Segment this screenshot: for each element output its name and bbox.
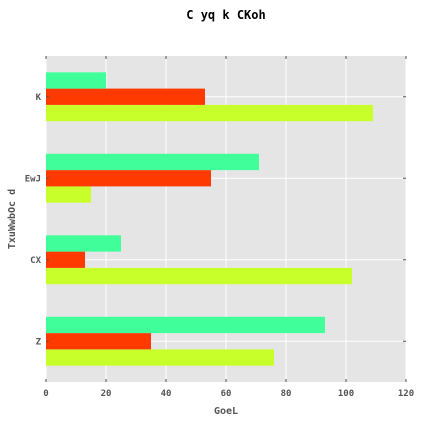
x-tick-label: 120 [398, 389, 414, 399]
bar [46, 251, 85, 268]
bar [46, 235, 121, 252]
bars [46, 72, 373, 366]
y-tick-label: CX [30, 256, 41, 266]
chart-title: C yq k CKoh [186, 8, 265, 22]
x-tick-label: 100 [338, 389, 354, 399]
x-axis-label: GoeL [214, 406, 238, 417]
y-axis-label: TxuWwbOc d [7, 189, 18, 249]
x-tick-label: 60 [221, 389, 232, 399]
bar [46, 88, 205, 105]
bar [46, 349, 274, 366]
bar [46, 186, 91, 203]
bar [46, 153, 259, 171]
bar [46, 72, 106, 89]
y-tick-label: Z [36, 337, 42, 347]
y-tick-label: K [36, 93, 42, 103]
x-tick-label: 40 [161, 389, 172, 399]
y-tick-label: EwJ [25, 174, 41, 184]
bar [46, 316, 325, 334]
bar [46, 267, 352, 285]
bar [46, 333, 151, 350]
bar [46, 104, 373, 122]
ticks: 0 20 40 60 80 100 120 Z CX EwJ K [25, 56, 414, 399]
x-tick-label: 0 [43, 389, 48, 399]
x-tick-label: 80 [281, 389, 292, 399]
bar [46, 170, 211, 187]
x-tick-label: 20 [101, 389, 112, 399]
